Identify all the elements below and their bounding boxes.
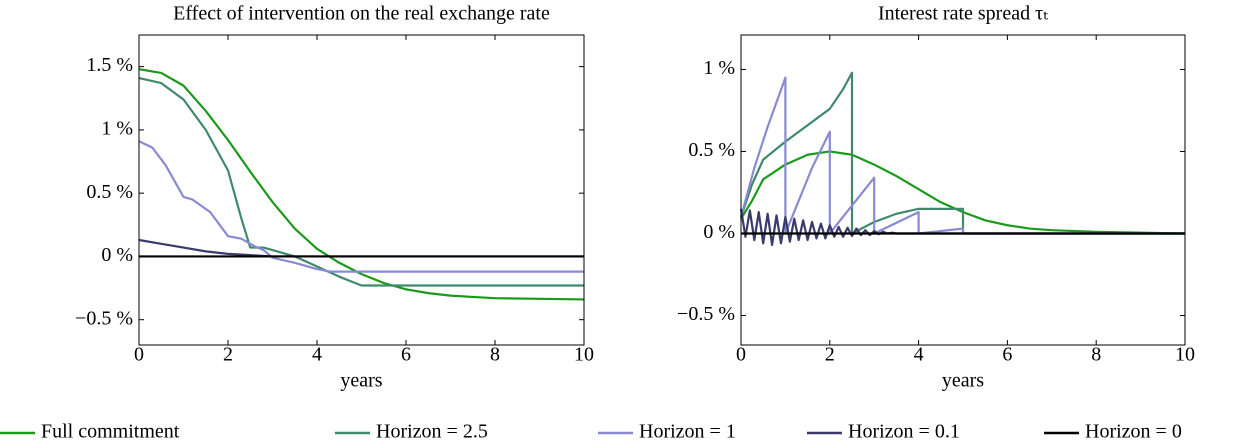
chart-title: Effect of intervention on the real excha…: [173, 3, 550, 25]
x-tick-label: 0: [134, 344, 144, 366]
legend-label: Full commitment: [41, 421, 180, 443]
y-tick-label: 1 %: [703, 57, 735, 79]
y-tick-label: 0.5 %: [86, 181, 133, 203]
x-axis-label: years: [340, 370, 382, 392]
series-line: [740, 150, 1186, 235]
x-tick-label: 2: [825, 344, 835, 366]
legend-label: Horizon = 2.5: [376, 421, 488, 443]
legend-label: Horizon = 1: [639, 421, 736, 443]
series-line: [739, 76, 1185, 235]
plot-frame: [740, 34, 1186, 346]
legend-label: Horizon = 0: [1085, 421, 1182, 443]
x-tick-label: 10: [574, 344, 594, 366]
chart-title: Interest rate spread τₜ: [878, 3, 1048, 25]
legend-label: Horizon = 0.1: [848, 421, 960, 443]
plot-frame: [138, 34, 585, 346]
x-axis-label: years: [942, 370, 984, 392]
x-tick-label: 4: [312, 344, 322, 366]
x-tick-label: 8: [1091, 344, 1101, 366]
y-tick-label: 0 %: [101, 244, 133, 266]
x-tick-label: 6: [1002, 344, 1012, 366]
y-tick-label: 1 %: [101, 117, 133, 139]
y-tick-label: 1.5 %: [86, 54, 133, 76]
series-line: [739, 71, 1185, 235]
x-tick-label: 10: [1175, 344, 1195, 366]
series-line: [138, 76, 584, 287]
x-tick-label: 8: [490, 344, 500, 366]
x-tick-label: 2: [223, 344, 233, 366]
x-tick-label: 0: [736, 344, 746, 366]
y-tick-label: −0.5 %: [75, 307, 133, 329]
x-tick-label: 6: [401, 344, 411, 366]
y-tick-label: 0.5 %: [688, 139, 735, 161]
series-line: [138, 238, 584, 258]
y-tick-label: 0 %: [703, 221, 735, 243]
x-tick-label: 4: [914, 344, 924, 366]
y-tick-label: −0.5 %: [677, 303, 735, 325]
series-line: [138, 68, 585, 301]
series-line: [138, 140, 584, 273]
